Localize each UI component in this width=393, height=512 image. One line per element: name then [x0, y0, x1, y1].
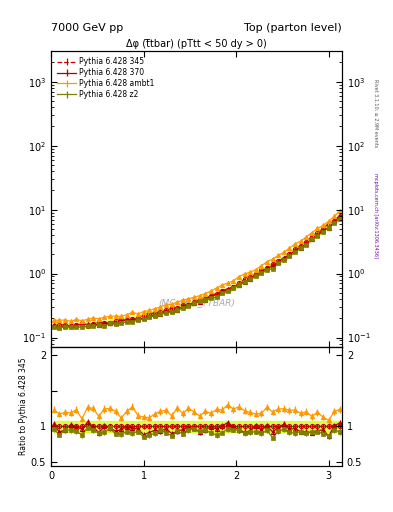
- Text: Rivet 3.1.10; ≥ 2.9M events: Rivet 3.1.10; ≥ 2.9M events: [373, 78, 378, 147]
- Text: mcplots.cern.ch [arXiv:1306.3436]: mcplots.cern.ch [arXiv:1306.3436]: [373, 173, 378, 258]
- Legend: Pythia 6.428 345, Pythia 6.428 370, Pythia 6.428 ambt1, Pythia 6.428 z2: Pythia 6.428 345, Pythia 6.428 370, Pyth…: [55, 55, 157, 101]
- Text: 7000 GeV pp: 7000 GeV pp: [51, 23, 123, 33]
- Text: Top (parton level): Top (parton level): [244, 23, 342, 33]
- Text: (MC_FBA_TTBAR): (MC_FBA_TTBAR): [158, 298, 235, 308]
- Title: Δφ (t̅tbar) (pTtt < 50 dy > 0): Δφ (t̅tbar) (pTtt < 50 dy > 0): [126, 39, 267, 49]
- Y-axis label: Ratio to Pythia 6.428 345: Ratio to Pythia 6.428 345: [19, 358, 28, 456]
